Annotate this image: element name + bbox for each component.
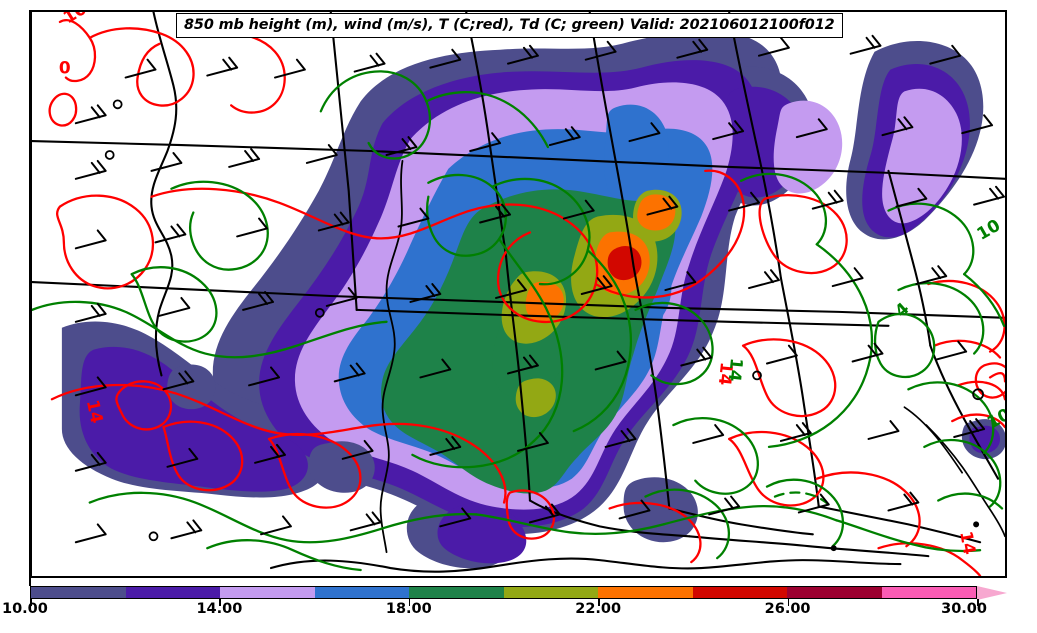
colorbar-label-22-00: 22.00 (575, 601, 622, 617)
temperature-contours (48, 19, 1005, 576)
colorbar-label-18-00: 18.00 (385, 601, 432, 617)
dew-label-10b: 10 (984, 404, 1005, 433)
colorbar-band-24-26 (692, 587, 787, 598)
colorbar-band-12-14 (125, 587, 220, 598)
temp-label-14b: 14 (715, 361, 737, 386)
map-graphics: 10 0 14 14 14 10 4 10 14 (32, 12, 1005, 576)
colorbar-tick-labels: 10.00 14.00 18.00 22.00 26.00 30.00 (0, 601, 1037, 625)
colorbar-band-16-18 (314, 587, 409, 598)
colorbar[interactable] (30, 585, 1007, 606)
colorbar-band-14-16 (220, 587, 315, 598)
colorbar-tick-3 (598, 599, 600, 606)
colorbar-label-30-00: 30.00 (941, 601, 987, 617)
colorbar-label-10-00: 10.00 (2, 601, 48, 617)
colorbar-band-20-22 (503, 587, 598, 598)
colorbar-tick-1 (219, 599, 221, 606)
colorbar-band-22-24 (598, 587, 693, 598)
temp-label-14a: 14 (83, 398, 107, 425)
colorbar-tick-5 (977, 599, 979, 606)
wind-barbs (74, 34, 1005, 552)
dew-label-14: 14 (725, 357, 747, 382)
colorbar-band-28-30 (881, 587, 976, 598)
temp-label-0: 0 (59, 58, 71, 78)
colorbar-ticks (30, 599, 1007, 606)
geography-lines (32, 12, 1005, 573)
colorbar-overflow-arrow (977, 585, 1007, 600)
colorbar-tick-0 (30, 599, 32, 606)
colorbar-tick-4 (787, 599, 790, 606)
colorbar-band-26-28 (787, 587, 882, 598)
colorbar-band-10-12 (31, 587, 126, 598)
colorbar-band-18-20 (409, 587, 504, 598)
map-plot-area[interactable]: 10 0 14 14 14 10 4 10 14 (30, 10, 1007, 578)
colorbar-tick-2 (408, 599, 411, 606)
colorbar-bands[interactable] (30, 586, 977, 599)
temp-label-14c: 14 (956, 530, 980, 557)
colorbar-label-26-00: 26.00 (764, 601, 811, 617)
figure-title: 850 mb height (m), wind (m/s), T (C;red)… (176, 13, 843, 38)
dewpoint-contours (32, 70, 1005, 572)
colorbar-label-14-00: 14.00 (196, 601, 243, 617)
